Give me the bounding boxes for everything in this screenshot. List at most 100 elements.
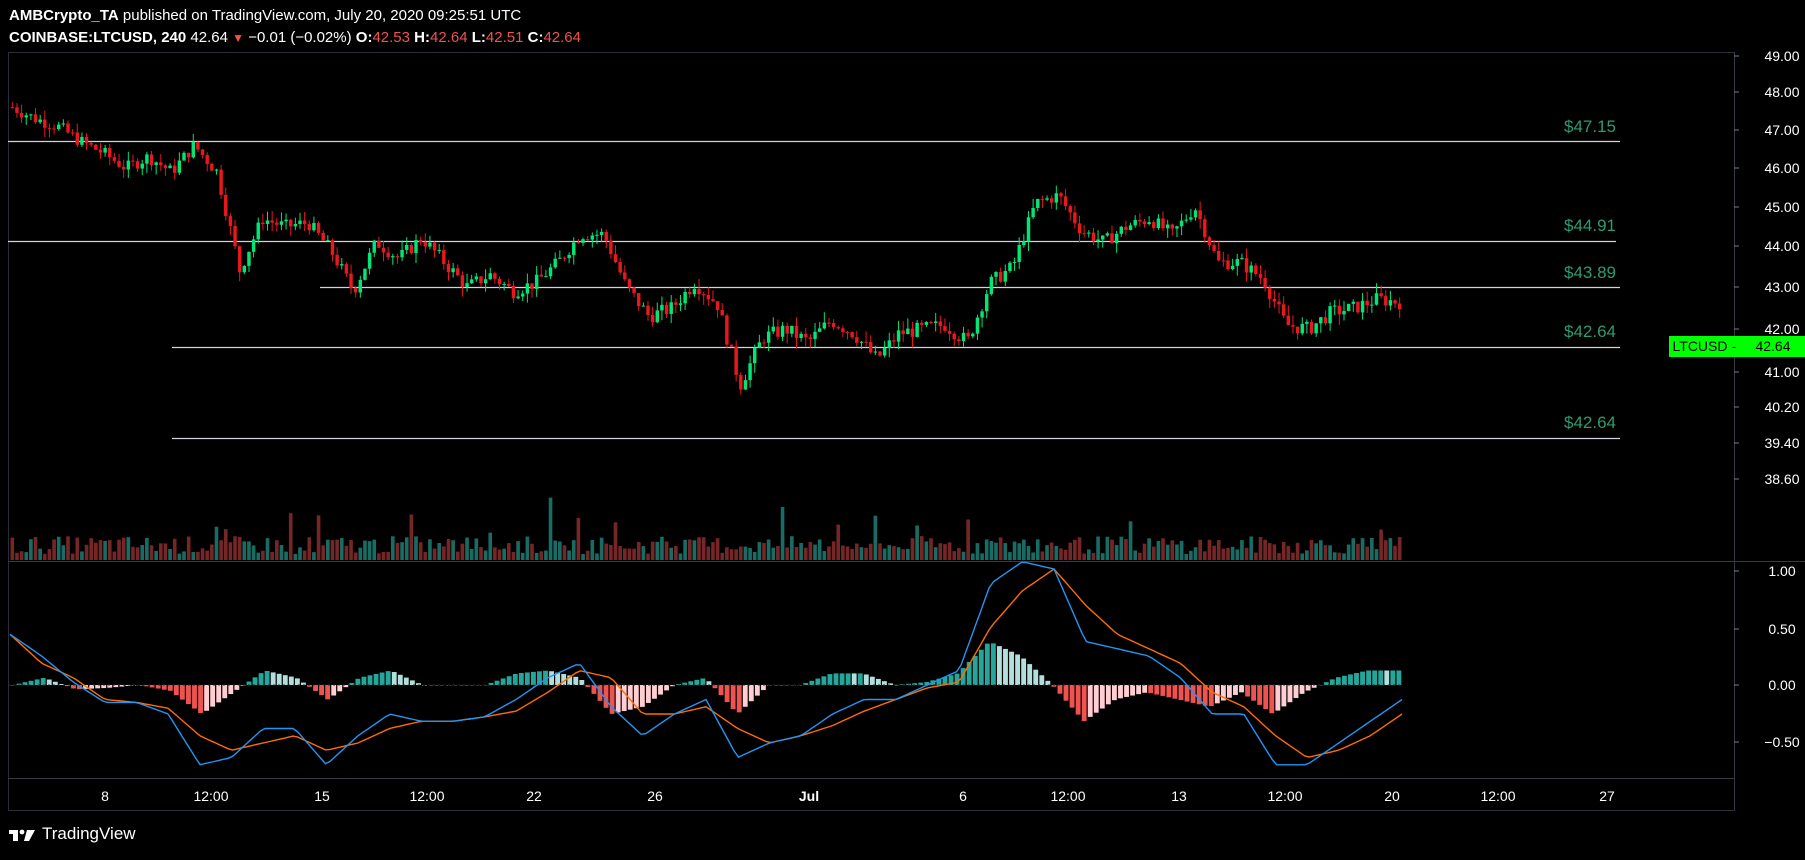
candle-body: [1212, 245, 1216, 251]
price-tick-label: 49.00: [1764, 48, 1799, 64]
macd-tick-label: 1.00: [1768, 563, 1795, 579]
volume-bar: [929, 538, 933, 560]
candle-body: [553, 258, 557, 268]
volume-bar: [1184, 553, 1189, 560]
candle-body: [1003, 270, 1007, 282]
volume-bar: [168, 549, 172, 560]
volume-bar: [38, 548, 42, 560]
volume-bar: [237, 536, 242, 560]
candle-body: [753, 347, 757, 364]
candle-body: [534, 274, 539, 289]
histogram-bar: [894, 684, 899, 686]
volume-bar: [808, 541, 813, 560]
candle-body: [836, 327, 840, 329]
histogram-bar: [464, 685, 470, 686]
candle-body: [790, 325, 794, 334]
candle-body: [409, 244, 414, 254]
volume-bar: [697, 537, 701, 560]
volume-bar: [915, 525, 919, 560]
volume-bar: [729, 549, 734, 560]
histogram-bar: [113, 685, 119, 688]
volume-bar: [1263, 539, 1267, 560]
volume-bar: [1332, 552, 1337, 560]
author-name[interactable]: AMBCrypto_TA: [9, 7, 119, 24]
volume-bar: [261, 550, 265, 560]
low-value: 42.51: [485, 29, 524, 46]
histogram-bar: [1226, 685, 1232, 698]
candle-body: [572, 242, 576, 255]
candle-body: [585, 239, 590, 241]
volume-bar: [896, 547, 901, 560]
histogram-bar: [95, 685, 101, 689]
candle-body: [683, 292, 687, 304]
histogram-bar: [773, 685, 778, 686]
candle-body: [558, 257, 562, 259]
histogram-bar: [633, 685, 639, 709]
price-tick-label: 38.60: [1764, 471, 1799, 487]
candle-body: [757, 342, 762, 348]
volume-bar: [553, 540, 558, 560]
candle-body: [70, 132, 75, 134]
volume-bar: [938, 543, 943, 560]
candle-body: [1346, 303, 1351, 311]
volume-bar: [595, 553, 599, 560]
volume-bar: [293, 553, 298, 560]
histogram-bar: [1190, 685, 1196, 703]
symbol-label[interactable]: COINBASE:LTCUSD, 240: [9, 29, 187, 46]
volume-bar: [1305, 550, 1309, 560]
volume-bar: [414, 536, 418, 560]
volume-bar: [669, 547, 674, 560]
candle-body: [915, 322, 919, 337]
histogram-bar: [851, 673, 857, 685]
candle-body: [1286, 315, 1291, 326]
volume-bar: [196, 551, 200, 560]
volume-bar: [813, 544, 817, 560]
candle-body: [530, 283, 534, 289]
histogram-bar: [216, 685, 222, 703]
histogram-bar: [984, 643, 990, 685]
volume-bar: [1388, 538, 1393, 560]
histogram-bar: [1251, 685, 1257, 701]
candle-body: [173, 165, 177, 173]
volume-bar: [1040, 551, 1045, 560]
histogram-bar: [1111, 685, 1117, 701]
candle-body: [646, 305, 650, 315]
price-tick-label: 47.00: [1764, 122, 1799, 138]
volume-bar: [627, 548, 632, 560]
candle-body: [1179, 220, 1184, 227]
candle-body: [1263, 277, 1267, 288]
candle-body: [674, 302, 678, 305]
histogram-bar: [688, 681, 694, 685]
volume-bar: [418, 542, 423, 560]
histogram-bar: [857, 673, 863, 685]
histogram-bar: [149, 685, 155, 688]
price-change: −0.01 (−0.02%): [248, 29, 352, 46]
histogram-bar: [325, 685, 331, 700]
volume-bar: [1291, 552, 1295, 560]
candle-body: [372, 240, 376, 253]
histogram-bar: [530, 671, 536, 685]
histogram-bar: [440, 685, 446, 686]
candle-body: [479, 276, 483, 284]
volume-bar: [947, 542, 952, 560]
candle-body: [1268, 287, 1272, 299]
candle-body: [75, 132, 79, 145]
histogram-bar: [1051, 685, 1057, 687]
candle-body: [1096, 239, 1100, 242]
macd-line: [9, 561, 1403, 766]
volume-bar: [1133, 550, 1138, 560]
volume-bar: [52, 539, 56, 560]
candle-body: [251, 239, 256, 252]
candle-body: [186, 152, 191, 158]
macd-tick-label: 0.00: [1768, 677, 1795, 693]
volume-bar: [994, 542, 998, 560]
candle-body: [205, 155, 209, 164]
histogram-bar: [107, 685, 113, 688]
candle-body: [456, 268, 460, 276]
volume-bar: [706, 546, 711, 560]
price-tick-label: 44.00: [1764, 238, 1799, 254]
candle-body: [414, 240, 418, 254]
candle-body: [219, 169, 223, 195]
tradingview-logo[interactable]: TradingView: [8, 824, 136, 844]
